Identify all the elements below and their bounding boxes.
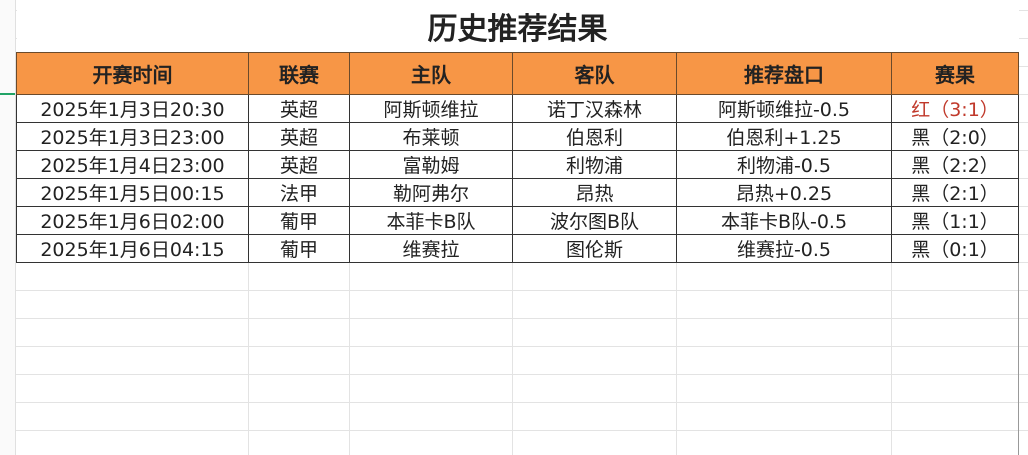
home-team-cell[interactable]: 布莱顿: [349, 122, 513, 151]
recommended-line-cell[interactable]: 利物浦-0.5: [676, 150, 892, 179]
home-team-cell[interactable]: 勒阿弗尔: [349, 178, 513, 207]
league-cell[interactable]: 英超: [248, 94, 350, 123]
match-time-cell[interactable]: 2025年1月3日23:00: [16, 122, 249, 151]
home-team-cell[interactable]: 本菲卡B队: [349, 206, 513, 235]
recommended-line-cell[interactable]: 阿斯顿维拉-0.5: [676, 94, 892, 123]
column-header[interactable]: 赛果: [891, 52, 1019, 95]
league-cell[interactable]: 葡甲: [248, 234, 350, 263]
result-cell[interactable]: 黑（2:0）: [891, 122, 1019, 151]
league-cell[interactable]: 葡甲: [248, 206, 350, 235]
column-header[interactable]: 联赛: [248, 52, 350, 95]
match-time-cell[interactable]: 2025年1月5日00:15: [16, 178, 249, 207]
match-time-cell[interactable]: 2025年1月6日04:15: [16, 234, 249, 263]
row-header-strip[interactable]: [0, 0, 16, 455]
result-cell[interactable]: 黑（0:1）: [891, 234, 1019, 263]
home-team-cell[interactable]: 富勒姆: [349, 150, 513, 179]
away-team-cell[interactable]: 图伦斯: [512, 234, 677, 263]
results-table: 历史推荐结果 开赛时间 联赛 主队 客队 推荐盘口 赛果 2025年1月3日20:30 英超…: [16, 0, 1019, 263]
league-cell[interactable]: 法甲: [248, 178, 350, 207]
away-team-cell[interactable]: 利物浦: [512, 150, 677, 179]
result-cell[interactable]: 红（3:1）: [891, 94, 1019, 123]
home-team-cell[interactable]: 维赛拉: [349, 234, 513, 263]
table-row: 2025年1月5日00:15 法甲 勒阿弗尔 昂热 昂热+0.25 黑（2:1）: [16, 178, 1019, 207]
result-cell[interactable]: 黑（2:2）: [891, 150, 1019, 179]
column-header[interactable]: 主队: [349, 52, 513, 95]
league-cell[interactable]: 英超: [248, 122, 350, 151]
away-team-cell[interactable]: 昂热: [512, 178, 677, 207]
table-row: 2025年1月3日23:00 英超 布莱顿 伯恩利 伯恩利+1.25 黑（2:0）: [16, 122, 1019, 151]
match-time-cell[interactable]: 2025年1月4日23:00: [16, 150, 249, 179]
table-row: 2025年1月3日20:30 英超 阿斯顿维拉 诺丁汉森林 阿斯顿维拉-0.5 红（3:1…: [16, 94, 1019, 123]
table-row: 2025年1月4日23:00 英超 富勒姆 利物浦 利物浦-0.5 黑（2:2）: [16, 150, 1019, 179]
sheet-title[interactable]: 历史推荐结果: [16, 0, 1019, 53]
away-team-cell[interactable]: 伯恩利: [512, 122, 677, 151]
column-header[interactable]: 客队: [512, 52, 677, 95]
gridline: [1018, 0, 1019, 455]
league-cell[interactable]: 英超: [248, 150, 350, 179]
recommended-line-cell[interactable]: 昂热+0.25: [676, 178, 892, 207]
table-row: 2025年1月6日02:00 葡甲 本菲卡B队 波尔图B队 本菲卡B队-0.5 黑（1:1…: [16, 206, 1019, 235]
column-header[interactable]: 推荐盘口: [676, 52, 892, 95]
match-time-cell[interactable]: 2025年1月6日02:00: [16, 206, 249, 235]
away-team-cell[interactable]: 波尔图B队: [512, 206, 677, 235]
recommended-line-cell[interactable]: 本菲卡B队-0.5: [676, 206, 892, 235]
match-time-cell[interactable]: 2025年1月3日20:30: [16, 94, 249, 123]
table-row: 2025年1月6日04:15 葡甲 维赛拉 图伦斯 维赛拉-0.5 黑（0:1）: [16, 234, 1019, 263]
away-team-cell[interactable]: 诺丁汉森林: [512, 94, 677, 123]
result-cell[interactable]: 黑（2:1）: [891, 178, 1019, 207]
result-cell[interactable]: 黑（1:1）: [891, 206, 1019, 235]
row-selection-indicator: [0, 93, 15, 95]
recommended-line-cell[interactable]: 维赛拉-0.5: [676, 234, 892, 263]
recommended-line-cell[interactable]: 伯恩利+1.25: [676, 122, 892, 151]
home-team-cell[interactable]: 阿斯顿维拉: [349, 94, 513, 123]
column-header[interactable]: 开赛时间: [16, 52, 249, 95]
